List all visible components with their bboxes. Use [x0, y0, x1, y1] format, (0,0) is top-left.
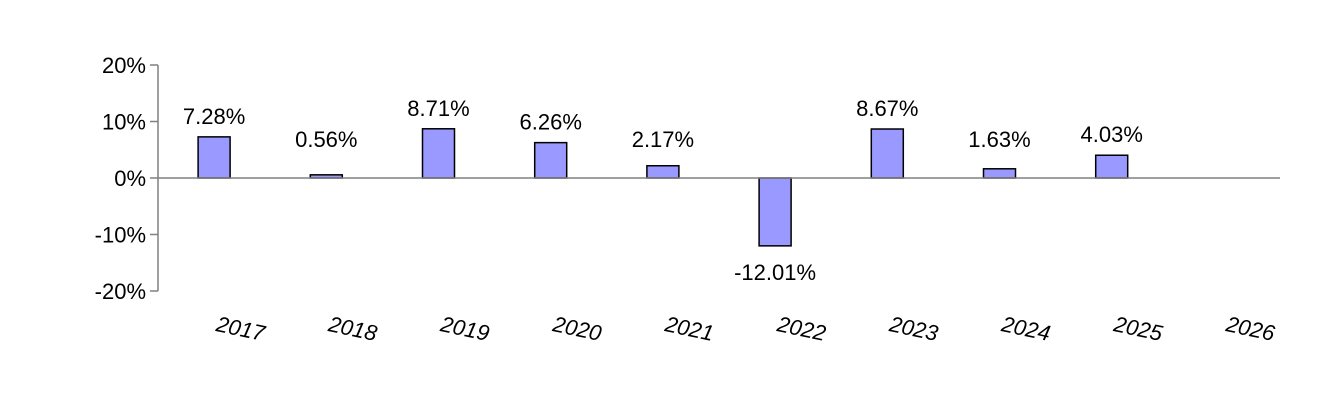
x-tick-label-2024: 2024 — [999, 311, 1053, 346]
data-label-2017: 7.28% — [183, 104, 245, 129]
x-tick-label-2017: 2017 — [213, 311, 268, 346]
x-tick-label-2019: 2019 — [438, 311, 492, 346]
data-label-2023: 8.67% — [856, 96, 918, 121]
x-tick-label-2026: 2026 — [1223, 311, 1278, 346]
data-label-2019: 8.71% — [407, 96, 469, 121]
bar-2021 — [646, 164, 680, 179]
data-label-2024: 1.63% — [968, 127, 1030, 152]
y-tick-label: -20% — [95, 279, 146, 304]
bar-2017 — [197, 136, 231, 179]
x-axis-labels: 2017 2018 2019 2020 2021 2022 2023 2024 2025 2026 — [213, 311, 1278, 346]
bar-2025 — [1094, 154, 1129, 179]
data-label-2018: 0.56% — [295, 127, 357, 152]
bar-2022 — [758, 177, 792, 247]
data-label-2020: 6.26% — [520, 110, 582, 135]
bar-2020 — [533, 141, 568, 179]
bar-2019 — [421, 128, 456, 179]
y-tick-label: -10% — [95, 223, 146, 248]
y-tick-label: 0% — [114, 166, 146, 191]
x-tick-label-2020: 2020 — [550, 311, 605, 346]
y-tick-label: 20% — [102, 53, 146, 78]
y-tick-label: 10% — [102, 110, 146, 135]
data-label-2025: 4.03% — [1081, 122, 1143, 147]
data-label-2022: -12.01% — [734, 260, 816, 285]
x-tick-label-2018: 2018 — [325, 311, 380, 346]
data-labels: 7.28% 0.56% 8.71% 6.26% 2.17% -12.01% 8.67% 1.6… — [183, 96, 1143, 285]
bar-2024 — [982, 168, 1017, 179]
x-tick-label-2023: 2023 — [886, 311, 941, 346]
x-tick-label-2022: 2022 — [774, 311, 828, 346]
data-label-2021: 2.17% — [632, 127, 694, 152]
x-tick-label-2025: 2025 — [1111, 311, 1166, 346]
bars — [197, 128, 1129, 247]
bar-2023 — [870, 128, 905, 179]
x-tick-label-2021: 2021 — [662, 311, 716, 346]
y-axis: 20% 10% 0% -10% -20% — [95, 53, 159, 304]
